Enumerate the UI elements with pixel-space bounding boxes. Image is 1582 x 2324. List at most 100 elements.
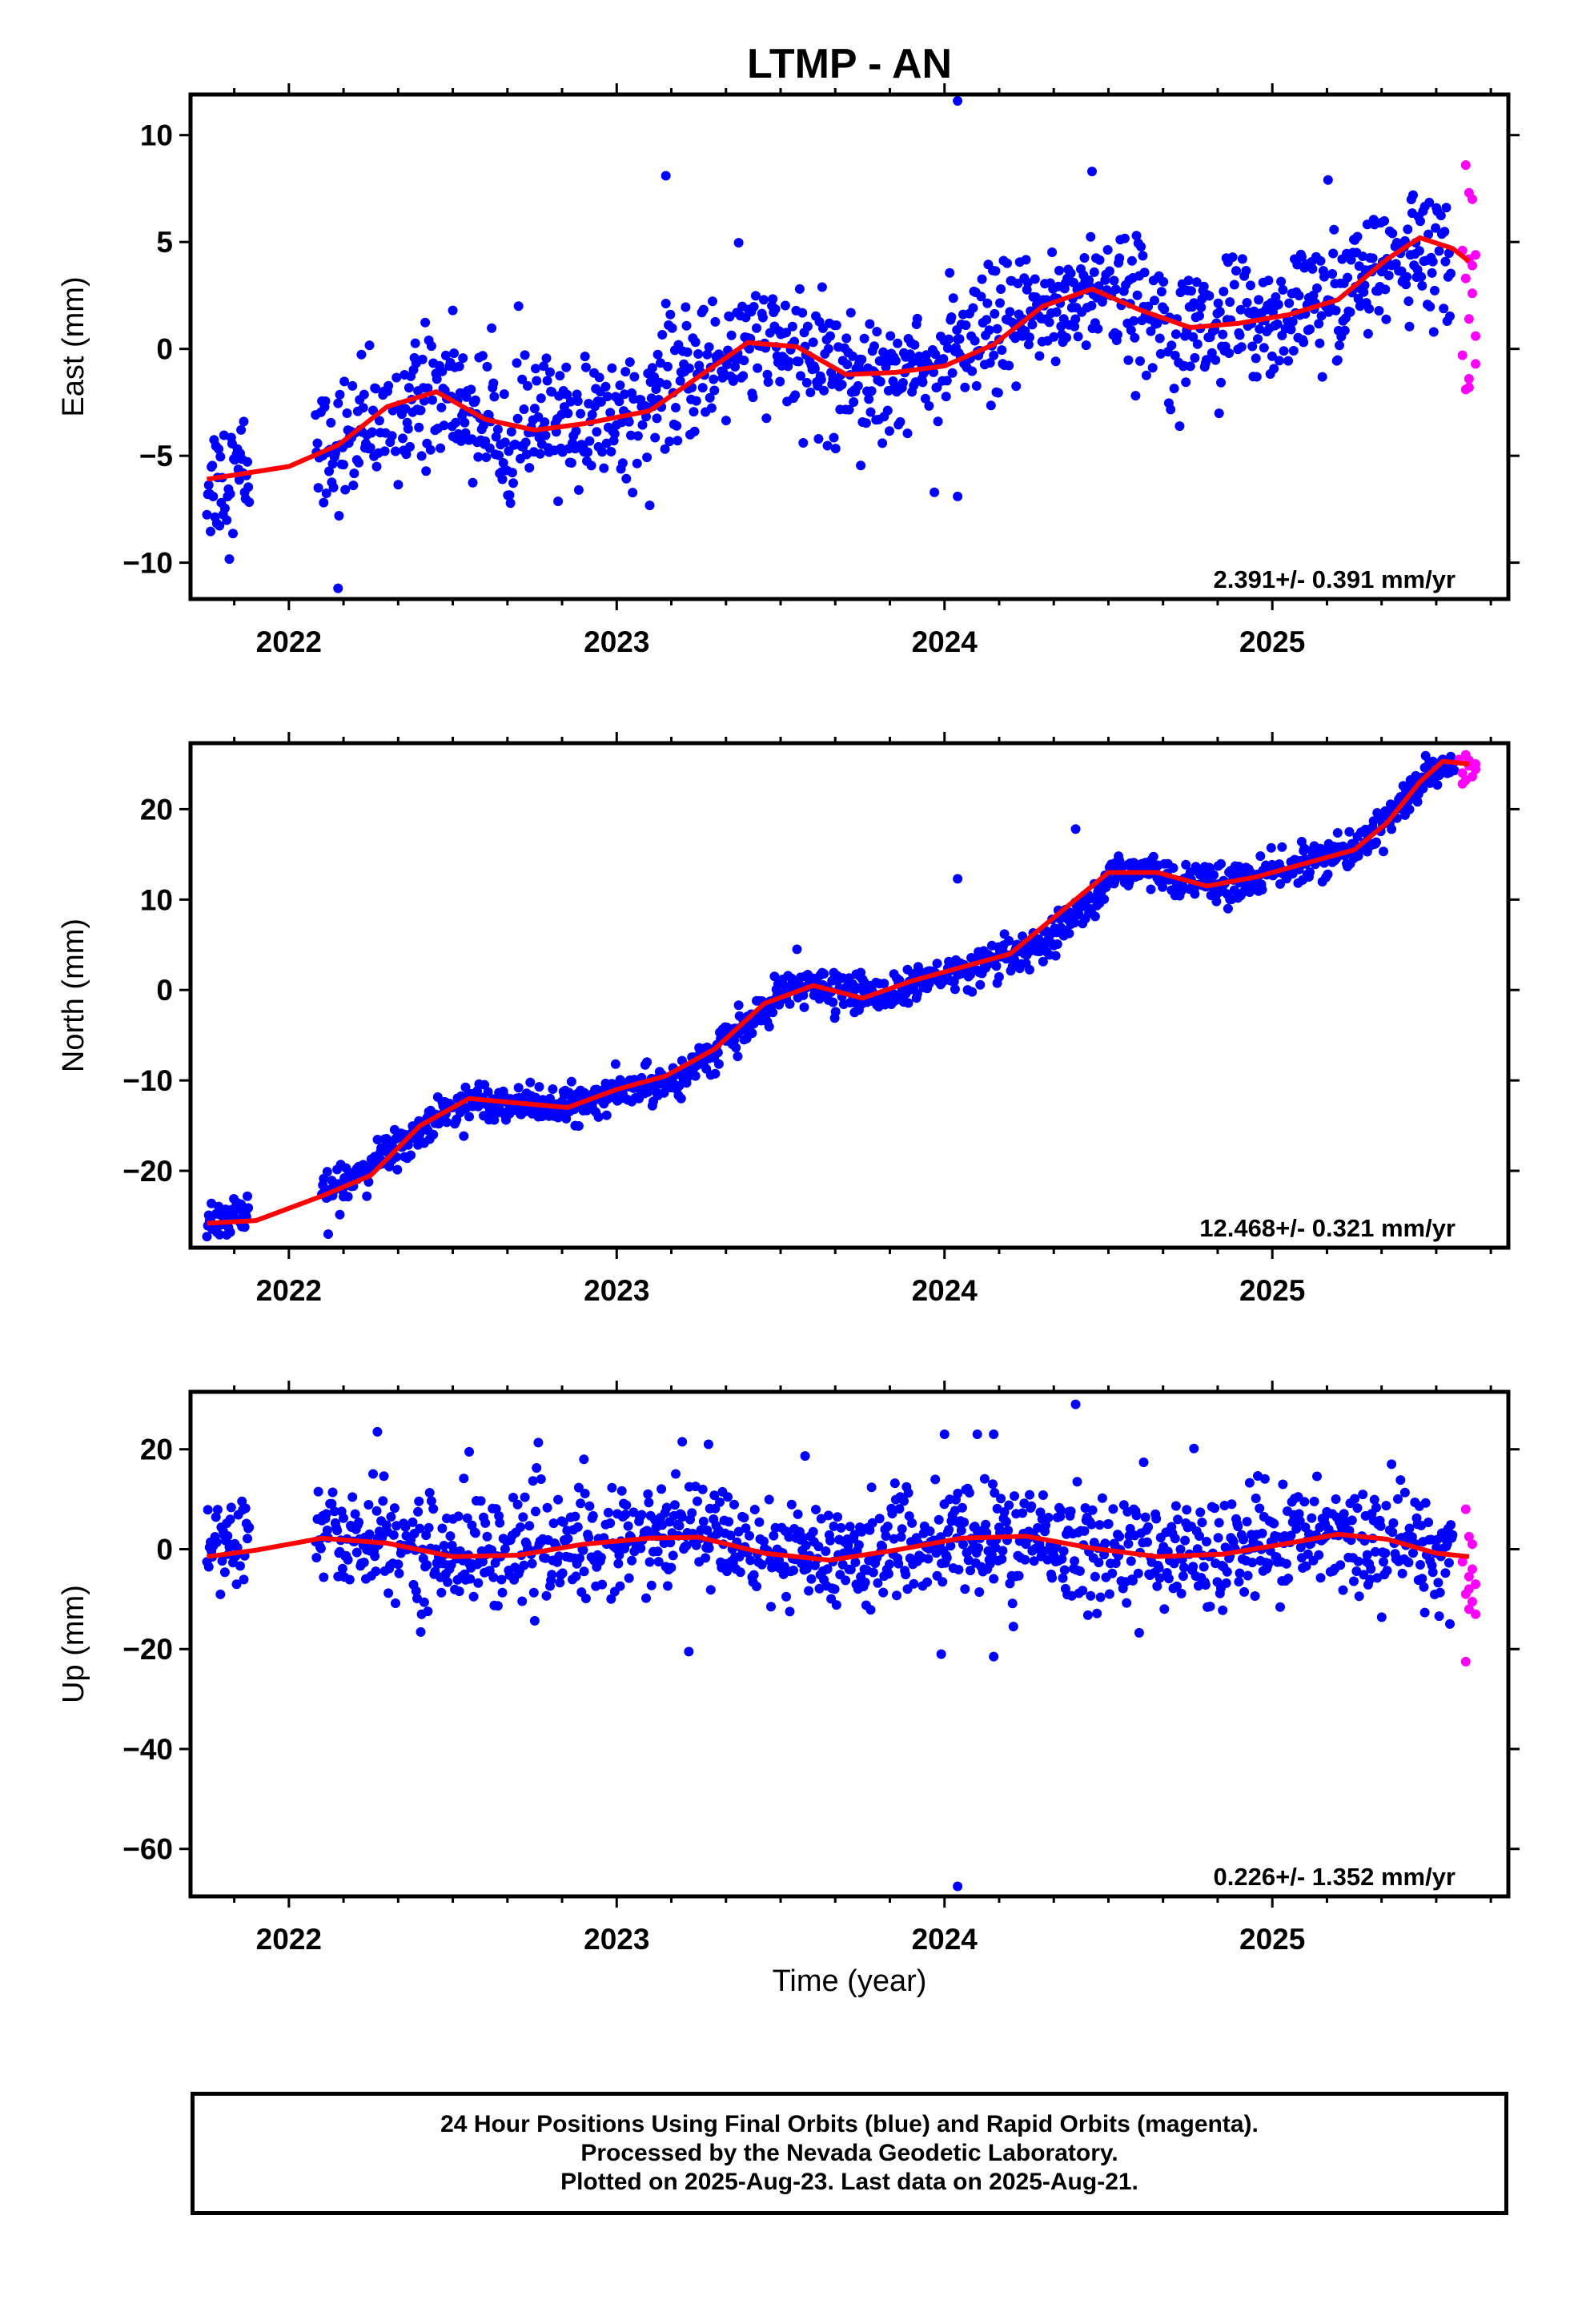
- final-point: [327, 1487, 338, 1498]
- final-point: [349, 468, 359, 479]
- outlier-point: [661, 171, 671, 181]
- final-point: [363, 1500, 374, 1510]
- final-point: [861, 418, 871, 428]
- model-curve: [207, 235, 1471, 482]
- final-point: [1370, 1546, 1380, 1557]
- final-point: [519, 404, 529, 414]
- final-point: [1058, 1546, 1069, 1556]
- final-point: [1441, 203, 1452, 213]
- final-point: [1178, 1571, 1188, 1581]
- final-point: [400, 404, 411, 414]
- final-point: [869, 341, 879, 352]
- final-point: [970, 336, 980, 346]
- final-point: [573, 1482, 584, 1493]
- final-point: [1188, 332, 1199, 342]
- final-point: [513, 301, 524, 312]
- final-point: [319, 497, 329, 508]
- final-point: [1449, 766, 1460, 776]
- final-point: [1434, 1611, 1444, 1622]
- final-point: [1403, 224, 1413, 235]
- final-point: [488, 1572, 499, 1582]
- final-point: [986, 1550, 997, 1560]
- final-point: [966, 1566, 975, 1576]
- final-point: [1086, 1519, 1097, 1530]
- final-point: [938, 1577, 948, 1587]
- final-point: [829, 1584, 840, 1594]
- final-point: [422, 1560, 432, 1570]
- panel-frame: [188, 741, 1511, 1250]
- final-point: [830, 444, 841, 454]
- final-point: [735, 1567, 745, 1578]
- final-point: [1030, 274, 1040, 284]
- final-point: [1026, 1501, 1037, 1511]
- final-point: [1054, 265, 1064, 275]
- final-point: [553, 1494, 564, 1505]
- final-point: [1218, 1605, 1228, 1615]
- final-point: [1345, 307, 1355, 317]
- final-point: [860, 1578, 870, 1587]
- final-point: [908, 356, 918, 367]
- footer-line-1: 24 Hour Positions Using Final Orbits (bl…: [440, 2111, 1259, 2137]
- final-point: [652, 1546, 663, 1557]
- final-point: [885, 426, 894, 436]
- final-point: [1141, 370, 1151, 380]
- final-point: [769, 1530, 779, 1541]
- final-point: [1365, 1574, 1375, 1585]
- final-point: [358, 403, 368, 413]
- final-point: [637, 420, 648, 430]
- final-point: [1235, 304, 1246, 315]
- rapid-point: [1464, 374, 1474, 384]
- final-point: [967, 987, 978, 997]
- final-point: [1079, 1526, 1090, 1536]
- final-point: [690, 1071, 701, 1081]
- final-point: [1227, 252, 1238, 263]
- final-point: [1113, 329, 1122, 340]
- final-point: [592, 427, 602, 437]
- final-point: [545, 367, 555, 377]
- final-orbit-points: [202, 743, 1481, 1242]
- final-point: [1278, 284, 1288, 295]
- final-point: [985, 358, 995, 368]
- final-point: [750, 291, 761, 301]
- final-point: [548, 1518, 559, 1529]
- final-point: [480, 436, 491, 446]
- rapid-point: [1471, 1609, 1481, 1619]
- final-point: [371, 1506, 382, 1516]
- final-point: [425, 444, 436, 455]
- final-point: [428, 1504, 439, 1514]
- final-point: [800, 1451, 810, 1462]
- final-point: [889, 1478, 900, 1489]
- final-point: [1166, 340, 1177, 351]
- final-point: [845, 308, 856, 318]
- final-point: [236, 424, 247, 435]
- final-point: [909, 1578, 919, 1589]
- final-point: [605, 408, 616, 418]
- final-point: [646, 1580, 656, 1590]
- final-point: [620, 367, 631, 377]
- final-point: [1363, 328, 1373, 339]
- final-point: [404, 383, 414, 393]
- final-point: [780, 300, 790, 311]
- outlier-point: [1086, 167, 1097, 177]
- final-point: [1104, 266, 1114, 276]
- outlier-point: [1070, 824, 1081, 834]
- final-point: [882, 405, 893, 416]
- final-point: [1303, 1549, 1313, 1559]
- y-axis-label: North (mm): [57, 919, 90, 1072]
- final-point: [1038, 956, 1048, 967]
- final-point: [600, 381, 611, 392]
- final-point: [867, 1518, 877, 1528]
- final-point: [1209, 870, 1219, 880]
- final-point: [596, 396, 606, 407]
- final-point: [1059, 1565, 1070, 1575]
- final-point: [518, 1512, 528, 1522]
- final-point: [1005, 1578, 1015, 1589]
- final-point: [313, 1486, 323, 1497]
- final-point: [333, 398, 343, 408]
- x-tick-label: 2025: [1239, 625, 1305, 658]
- final-point: [710, 316, 721, 327]
- final-point: [896, 1532, 906, 1542]
- final-point: [566, 1076, 576, 1087]
- final-point: [597, 447, 608, 457]
- final-point: [580, 1594, 591, 1603]
